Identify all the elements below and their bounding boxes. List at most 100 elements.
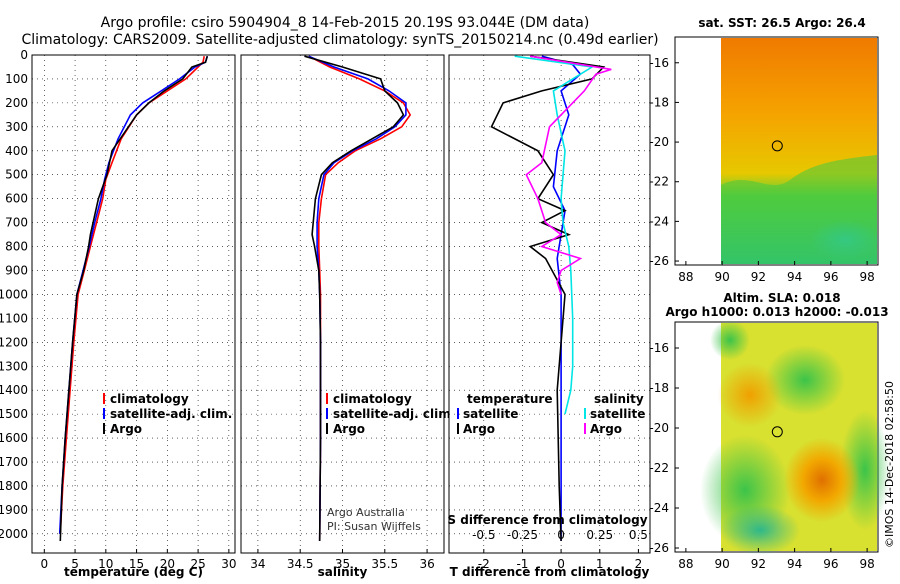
map-y-tick-label: -16: [649, 341, 669, 355]
x-tick-label: 1: [596, 557, 604, 571]
sla-low-south: [720, 505, 800, 555]
x-tick-label: 25: [190, 557, 205, 571]
map-y-tick-label: -26: [649, 541, 669, 555]
series-line-argo: [59, 55, 209, 542]
depth-tick-label: 1200: [0, 335, 28, 349]
s-axis-tick-label: 0: [557, 528, 565, 542]
map-x-tick-label: 92: [751, 270, 766, 284]
map-y-tick-label: -24: [649, 214, 669, 228]
x-tick-label: 10: [98, 557, 113, 571]
x-axis-label: temperature (deg C): [64, 565, 203, 579]
map-x-tick-label: 96: [823, 270, 838, 284]
imos-timestamp: ©IMOS 14-Dec-2018 02:58:50: [883, 381, 896, 548]
series-line-argo: [304, 55, 405, 542]
legend-header-temperature: temperature: [467, 392, 552, 406]
map-x-tick-label: 98: [859, 557, 874, 571]
x-tick-label: 34.5: [287, 557, 314, 571]
x-axis-label: salinity: [318, 565, 368, 579]
depth-tick-label: 1800: [0, 479, 28, 493]
figure-title-line2: Climatology: CARS2009. Satellite-adjuste…: [21, 32, 658, 48]
x-tick-label: 36: [419, 557, 434, 571]
depth-tick-label: 700: [5, 216, 28, 230]
sla-high-west: [718, 363, 782, 427]
map-x-tick-label: 96: [823, 557, 838, 571]
legend-label: satellite-adj. clim.: [110, 407, 232, 421]
annotation-text: Argo Australia: [327, 506, 405, 519]
legend-header-salinity: salinity: [594, 392, 644, 406]
argo-location-marker: [771, 426, 783, 438]
map-x-tick-label: 88: [678, 270, 693, 284]
map-y-tick-label: -16: [649, 56, 669, 70]
map-x-tick-label: 90: [714, 270, 729, 284]
x-tick-label: 30: [221, 557, 236, 571]
depth-tick-label: 500: [5, 168, 28, 182]
legend-label: satellite-adj. clim.: [333, 407, 455, 421]
x-tick-label: 0: [40, 557, 48, 571]
sst-map: sat. SST: 26.5 Argo: 26.4 88 90 92 94 96 98 -1…: [649, 16, 880, 284]
series-line-salinity-satellite: [514, 55, 595, 415]
s-axis-tick-label: 0.25: [586, 528, 613, 542]
map-y-tick-label: -22: [649, 175, 669, 189]
sst-map-title: sat. SST: 26.5 Argo: 26.4: [698, 16, 865, 30]
depth-tick-label: 1300: [0, 359, 28, 373]
x-tick-label: 0: [557, 557, 565, 571]
map-y-tick-label: -18: [649, 95, 669, 109]
s-axis-label: S difference from climatology: [447, 513, 647, 527]
x-tick-label: -1: [516, 557, 528, 571]
sla-low-northeast: [765, 345, 845, 415]
series-line-salinity-argo: [525, 55, 612, 295]
figure-title-line1: Argo profile: csiro 5904904_8 14-Feb-201…: [101, 15, 590, 31]
legend-label: Argo: [463, 422, 495, 436]
legend-label: climatology: [110, 392, 189, 406]
panel-frame: [240, 54, 445, 554]
legend-label: Argo: [590, 422, 622, 436]
depth-tick-label: 200: [5, 96, 28, 110]
map-x-tick-label: 92: [751, 557, 766, 571]
x-tick-label: -2: [478, 557, 490, 571]
x-tick-label: 15: [129, 557, 144, 571]
depth-tick-label: 900: [5, 263, 28, 277]
legend-label: satellite: [463, 407, 518, 421]
map-y-tick-label: -26: [649, 254, 669, 268]
s-axis-tick-label: 0.5: [629, 528, 648, 542]
depth-tick-label: 1500: [0, 407, 28, 421]
depth-tick-label: 1100: [0, 311, 28, 325]
panel-temperature: 0100200300400500600700800900100011001200…: [0, 48, 236, 579]
depth-tick-label: 100: [5, 72, 28, 86]
depth-tick-label: 0: [20, 48, 28, 62]
map-y-tick-label: -18: [649, 381, 669, 395]
depth-tick-label: 1600: [0, 431, 28, 445]
panel-salinity: 34 34.5 35 35.5 36 salinity climatologysatelli…: [240, 54, 455, 579]
map-y-tick-label: -22: [649, 461, 669, 475]
panel-differences: -2 -1 0 1 2T difference from climatology temp…: [447, 54, 651, 579]
x-tick-label: 2: [635, 557, 643, 571]
legend-label: Argo: [110, 422, 142, 436]
depth-tick-label: 1000: [0, 287, 28, 301]
map-x-tick-label: 98: [859, 270, 874, 284]
x-tick-label: 35: [335, 557, 350, 571]
legend-label: climatology: [333, 392, 412, 406]
depth-tick-label: 1700: [0, 455, 28, 469]
depth-tick-label: 2000: [0, 527, 28, 541]
map-x-tick-label: 94: [787, 270, 802, 284]
s-axis-tick-label: -0.5: [472, 528, 495, 542]
sst-front: [721, 155, 877, 264]
panel-frame: [31, 54, 236, 554]
x-axis-label: T difference from climatology: [450, 565, 650, 579]
x-tick-label: 5: [71, 557, 79, 571]
x-tick-label: 20: [160, 557, 175, 571]
legend-label: satellite: [590, 407, 645, 421]
sla-map: Altim. SLA: 0.018 Argo h1000: 0.013 h200…: [649, 291, 890, 571]
sla-map-title-line1: Altim. SLA: 0.018: [723, 291, 840, 305]
map-x-tick-label: 90: [714, 557, 729, 571]
sla-low-northwest: [710, 320, 750, 360]
depth-tick-label: 800: [5, 240, 28, 254]
map-y-tick-label: -20: [649, 135, 669, 149]
annotation-text: PI: Susan Wijffels: [327, 520, 421, 533]
legend-label: Argo: [333, 422, 365, 436]
s-axis-tick-label: -0.25: [507, 528, 538, 542]
depth-tick-label: 400: [5, 144, 28, 158]
series-line-climatology: [59, 56, 205, 534]
map-y-tick-label: -20: [649, 421, 669, 435]
